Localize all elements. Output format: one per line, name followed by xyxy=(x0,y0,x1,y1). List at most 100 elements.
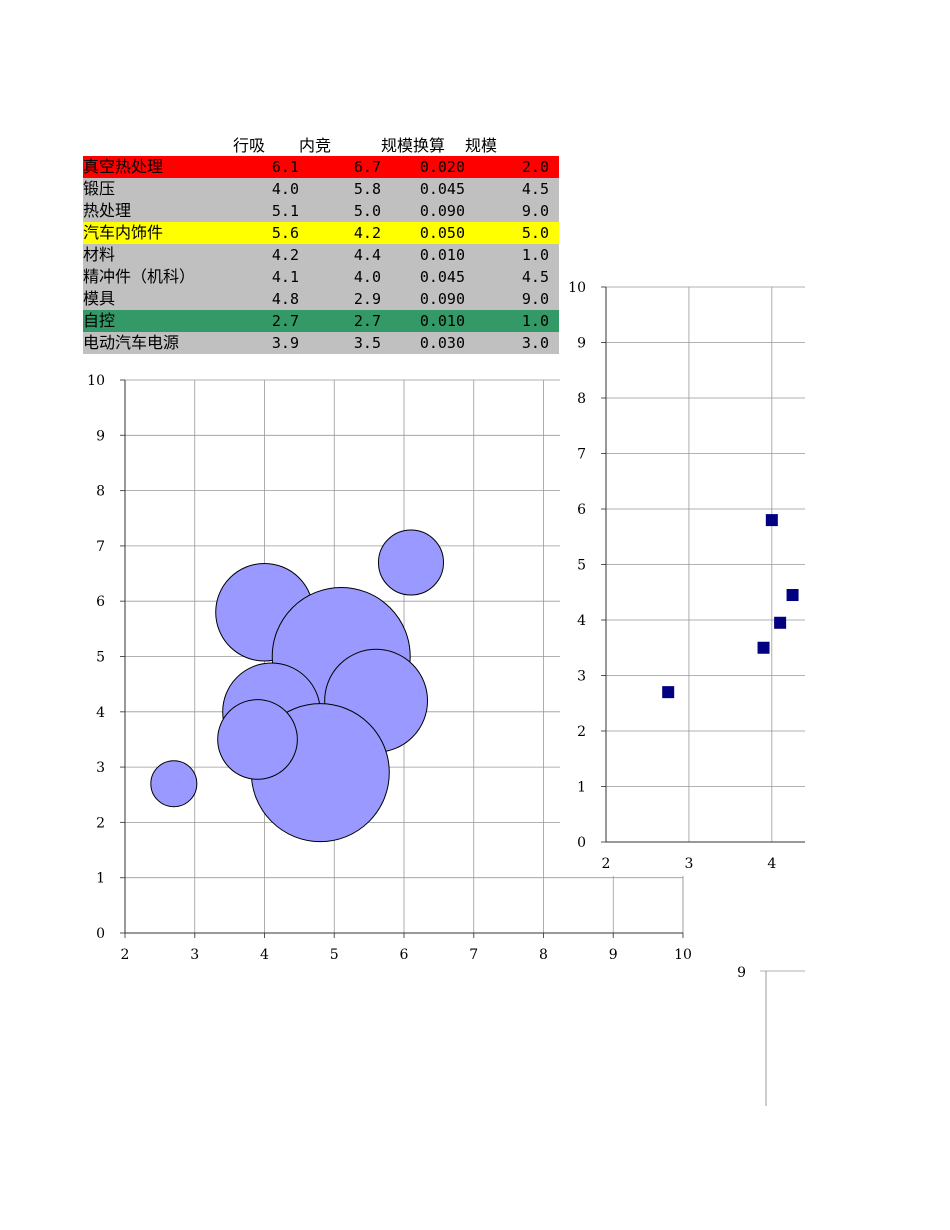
row-name: 精冲件（机科） xyxy=(83,267,196,286)
data-table: 行吸 内竞 规模换算 规模 真空热处理 6.1 6.7 0.020 2.0 锻压 4.0 5.… xyxy=(83,132,559,354)
row-name: 真空热处理 xyxy=(83,157,164,176)
row-value-v3: 0.045 xyxy=(419,268,465,286)
table-row: 自控 2.7 2.7 0.010 1.0 xyxy=(83,310,559,332)
y-tick-label: 9 xyxy=(737,965,746,981)
y-tick-label: 7 xyxy=(577,447,586,463)
y-tick-label: 3 xyxy=(96,760,105,776)
row-value-v2: 3.5 xyxy=(353,334,381,352)
x-tick-label: 4 xyxy=(767,856,776,872)
row-value-v4: 5.0 xyxy=(521,224,549,242)
bubble xyxy=(377,529,445,596)
y-tick-label: 0 xyxy=(577,835,586,851)
row-value-v3: 0.010 xyxy=(419,312,465,330)
row-value-v3: 0.030 xyxy=(419,334,465,352)
row-value-v4: 4.5 xyxy=(521,268,549,286)
scatter-marker xyxy=(765,514,778,527)
row-value-v2: 4.0 xyxy=(353,268,381,286)
row-value-v1: 4.1 xyxy=(271,268,299,286)
table-row: 真空热处理 6.1 6.7 0.020 2.0 xyxy=(83,156,559,178)
y-tick-label: 1 xyxy=(577,780,586,796)
row-value-v3: 0.050 xyxy=(419,224,465,242)
row-value-v3: 0.090 xyxy=(419,202,465,220)
row-value-v1: 3.9 xyxy=(271,334,299,352)
x-tick-label: 3 xyxy=(684,856,693,872)
y-tick-label: 4 xyxy=(577,613,586,629)
row-value-v3: 0.045 xyxy=(419,180,465,198)
table-row: 材料 4.2 4.4 0.010 1.0 xyxy=(83,244,559,266)
row-value-v4: 4.5 xyxy=(521,180,549,198)
row-value-v1: 6.1 xyxy=(271,158,299,176)
y-tick-label: 4 xyxy=(96,705,105,721)
y-tick-label: 6 xyxy=(577,502,586,518)
y-tick-label: 8 xyxy=(96,484,105,500)
row-value-v1: 5.6 xyxy=(271,224,299,242)
y-tick-label: 9 xyxy=(96,428,105,444)
table-row: 精冲件（机科） 4.1 4.0 0.045 4.5 xyxy=(83,266,559,288)
y-tick-label: 5 xyxy=(96,650,105,666)
row-name: 汽车内饰件 xyxy=(83,223,164,242)
row-value-v1: 4.0 xyxy=(271,180,299,198)
y-tick-label: 10 xyxy=(568,280,586,296)
scatter-marker xyxy=(774,616,787,629)
row-value-v4: 3.0 xyxy=(521,334,549,352)
row-value-v3: 0.020 xyxy=(419,158,465,176)
header-col4: 规模 xyxy=(465,136,498,155)
row-value-v2: 5.8 xyxy=(353,180,381,198)
y-tick-label: 10 xyxy=(87,373,105,389)
y-tick-label: 6 xyxy=(96,594,105,610)
row-value-v1: 2.7 xyxy=(271,312,299,330)
row-name: 材料 xyxy=(83,245,116,264)
row-value-v4: 9.0 xyxy=(521,202,549,220)
row-value-v1: 4.2 xyxy=(271,246,299,264)
x-tick-label: 8 xyxy=(539,947,548,963)
mini-chart: 9 xyxy=(737,965,805,1106)
row-value-v4: 9.0 xyxy=(521,290,549,308)
header-col1: 行吸 xyxy=(233,136,266,155)
x-tick-label: 6 xyxy=(400,947,409,963)
table-row: 模具 4.8 2.9 0.090 9.0 xyxy=(83,288,559,310)
x-tick-label: 7 xyxy=(469,947,478,963)
table-row: 锻压 4.0 5.8 0.045 4.5 xyxy=(83,178,559,200)
x-tick-label: 5 xyxy=(330,947,339,963)
y-tick-label: 2 xyxy=(577,724,586,740)
scatter-marker xyxy=(757,641,770,654)
y-tick-label: 1 xyxy=(96,871,105,887)
x-tick-label: 4 xyxy=(260,947,269,963)
scatter-marker xyxy=(662,686,675,699)
bubble xyxy=(217,699,298,780)
bubble xyxy=(150,760,198,808)
row-value-v4: 1.0 xyxy=(521,246,549,264)
y-tick-label: 5 xyxy=(577,558,586,574)
row-name: 锻压 xyxy=(83,179,116,198)
row-value-v2: 2.7 xyxy=(353,312,381,330)
table-row: 热处理 5.1 5.0 0.090 9.0 xyxy=(83,200,559,222)
row-value-v1: 5.1 xyxy=(271,202,299,220)
row-name: 电动汽车电源 xyxy=(83,333,180,352)
y-tick-label: 8 xyxy=(577,391,586,407)
row-value-v3: 0.010 xyxy=(419,246,465,264)
x-tick-label: 9 xyxy=(609,947,618,963)
row-value-v2: 5.0 xyxy=(353,202,381,220)
row-name: 自控 xyxy=(83,311,116,330)
table-header-row: 行吸 内竞 规模换算 规模 xyxy=(83,132,559,156)
row-value-v2: 2.9 xyxy=(353,290,381,308)
scatter-marker xyxy=(786,589,799,602)
row-value-v2: 4.2 xyxy=(353,224,381,242)
row-name: 热处理 xyxy=(83,201,132,220)
row-value-v2: 6.7 xyxy=(353,158,381,176)
header-col3: 规模换算 xyxy=(381,136,446,155)
row-name: 模具 xyxy=(83,289,116,308)
row-value-v1: 4.8 xyxy=(271,290,299,308)
x-tick-label: 3 xyxy=(190,947,199,963)
row-value-v4: 2.0 xyxy=(521,158,549,176)
x-tick-label: 10 xyxy=(674,947,692,963)
header-col2: 内竞 xyxy=(299,136,332,155)
y-tick-label: 0 xyxy=(96,926,105,942)
y-tick-label: 9 xyxy=(577,336,586,352)
y-tick-label: 2 xyxy=(96,815,105,831)
row-value-v4: 1.0 xyxy=(521,312,549,330)
scatter-chart: 0 1 2 3 4 5 6 7 8 9 10 2 3 4 xyxy=(560,276,950,876)
table-row: 汽车内饰件 5.6 4.2 0.050 5.0 xyxy=(83,222,559,244)
